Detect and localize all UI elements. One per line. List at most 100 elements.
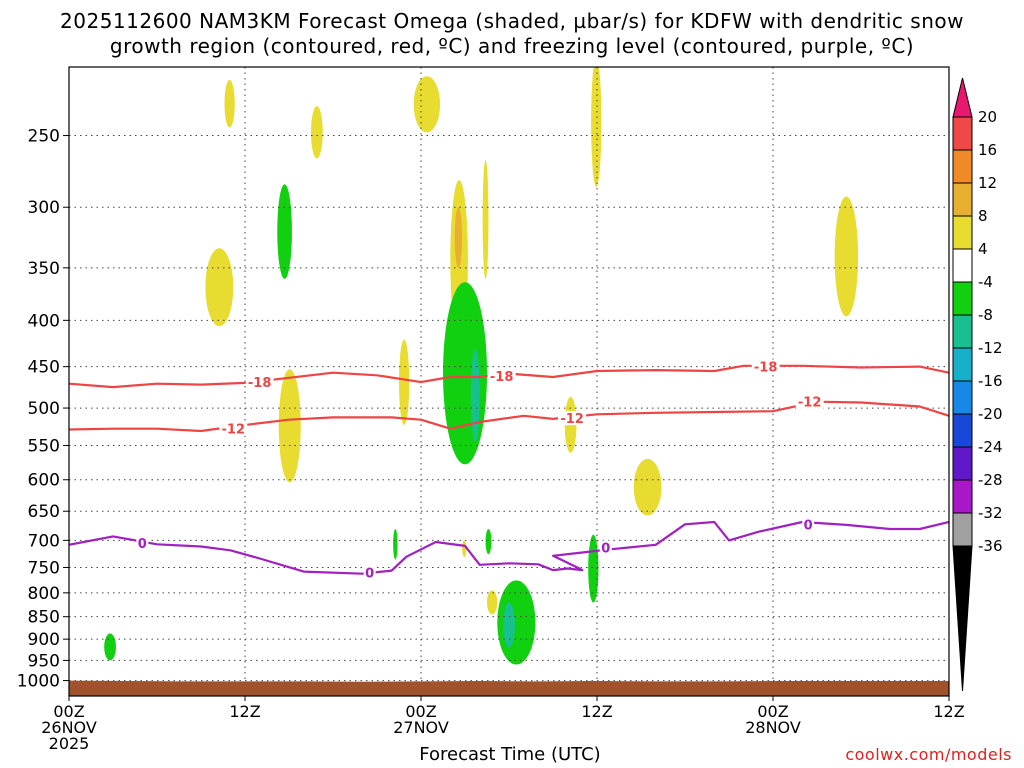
x-tick-label-2-1: 27NOV bbox=[393, 718, 449, 737]
colorbar-segment-2 bbox=[952, 149, 973, 184]
y-tick-label-650: 650 bbox=[28, 502, 60, 522]
contour-label-1-0: -12 bbox=[222, 423, 246, 438]
colorbar-label-13: -36 bbox=[978, 537, 1003, 555]
contour-label-bg-0-1 bbox=[487, 369, 516, 384]
colorbar-segment-12 bbox=[952, 479, 973, 514]
contour-line-2 bbox=[69, 520, 949, 575]
omega-region-20 bbox=[497, 580, 536, 665]
omega-region-18 bbox=[470, 348, 480, 442]
omega-region-7 bbox=[454, 207, 463, 268]
omega-region-19 bbox=[485, 528, 492, 555]
x-axis-label: Forecast Time (UTC) bbox=[419, 744, 601, 765]
omega-region-2 bbox=[205, 248, 234, 327]
omega-region-23 bbox=[104, 633, 116, 661]
omega-region-3 bbox=[278, 369, 301, 483]
contour-label-2-0: 0 bbox=[138, 537, 147, 552]
y-tick-label-700: 700 bbox=[28, 531, 60, 551]
surface-terrain bbox=[69, 680, 949, 696]
y-axis-ticks: 2503003504004505005506006507007508008509… bbox=[17, 127, 69, 692]
y-tick-label-950: 950 bbox=[28, 651, 60, 671]
y-tick-label-400: 400 bbox=[28, 311, 60, 331]
colorbar-label-9: -20 bbox=[978, 405, 1003, 423]
y-tick-label-450: 450 bbox=[28, 358, 60, 378]
contour-label-1-2: -12 bbox=[798, 396, 822, 411]
plot-frame bbox=[68, 66, 950, 697]
colorbar-label-10: -24 bbox=[978, 438, 1003, 456]
colorbar-segment-13 bbox=[952, 512, 973, 547]
colorbar-label-11: -28 bbox=[978, 471, 1003, 489]
contour-line-0 bbox=[69, 364, 949, 389]
y-tick-label-900: 900 bbox=[28, 630, 60, 650]
chart-title-line-2: growth region (contoured, red, ºC) and f… bbox=[109, 34, 915, 58]
y-tick-label-850: 850 bbox=[28, 608, 60, 628]
colorbar-bottom-arrow bbox=[952, 545, 973, 692]
colorbar-label-4: 4 bbox=[978, 240, 988, 258]
contour-label-bg-1-1 bbox=[558, 411, 587, 426]
colorbar-label-12: -32 bbox=[978, 504, 1003, 522]
y-tick-label-1000: 1000 bbox=[17, 672, 60, 692]
contour-label-bg-2-0 bbox=[136, 536, 149, 551]
contour-label-2-2: 0 bbox=[601, 542, 610, 557]
colorbar-segment-8 bbox=[952, 347, 973, 382]
x-tick-label-4-1: 28NOV bbox=[745, 718, 801, 737]
x-tick-label-5-0: 12Z bbox=[933, 702, 964, 721]
colorbar-segment-9 bbox=[952, 380, 973, 415]
omega-region-0 bbox=[224, 79, 235, 128]
omega-region-5 bbox=[413, 76, 441, 133]
omega-shading bbox=[104, 67, 859, 665]
colorbar-label-8: -16 bbox=[978, 372, 1003, 390]
chart-title-line-1: 2025112600 NAM3KM Forecast Omega (shaded… bbox=[60, 9, 964, 33]
contour-label-bg-1-0 bbox=[219, 421, 248, 436]
omega-region-4 bbox=[399, 339, 410, 425]
omega-region-1 bbox=[311, 106, 323, 159]
y-tick-label-500: 500 bbox=[28, 399, 60, 419]
y-tick-label-600: 600 bbox=[28, 471, 60, 491]
contour-label-bg-2-3 bbox=[802, 517, 815, 532]
omega-region-15 bbox=[277, 184, 292, 279]
colorbar-segment-10 bbox=[952, 413, 973, 448]
contour-label-0-0: -18 bbox=[248, 376, 272, 391]
x-tick-label-0-2: 2025 bbox=[49, 734, 90, 753]
y-tick-label-550: 550 bbox=[28, 437, 60, 457]
y-tick-label-300: 300 bbox=[28, 198, 60, 218]
omega-region-14 bbox=[487, 590, 498, 615]
omega-region-12 bbox=[834, 196, 859, 317]
y-tick-label-750: 750 bbox=[28, 558, 60, 578]
omega-region-10 bbox=[591, 67, 602, 188]
colorbar-segment-5 bbox=[952, 248, 973, 283]
colorbar-segment-6 bbox=[952, 281, 973, 316]
colorbar-label-1: 16 bbox=[978, 141, 997, 159]
omega-region-17 bbox=[443, 282, 487, 465]
contour-label-2-1: 0 bbox=[365, 567, 374, 582]
contour-label-2-3: 0 bbox=[804, 518, 813, 533]
x-tick-label-0-1: 26NOV bbox=[41, 718, 97, 737]
contour-label-bg-0-2 bbox=[751, 359, 780, 374]
contour-label-bg-2-1 bbox=[363, 565, 376, 580]
colorbar-top-arrow bbox=[952, 77, 973, 118]
y-tick-label-250: 250 bbox=[28, 127, 60, 147]
colorbar-label-6: -8 bbox=[978, 306, 993, 324]
colorbar-label-5: -4 bbox=[978, 273, 993, 291]
site-credit[interactable]: coolwx.com/models bbox=[845, 745, 1012, 764]
colorbar-label-3: 8 bbox=[978, 207, 988, 225]
colorbar-segment-4 bbox=[952, 215, 973, 250]
omega-region-13 bbox=[462, 540, 467, 557]
colorbar-segment-1 bbox=[952, 116, 973, 151]
contour-label-0-2: -18 bbox=[754, 361, 778, 376]
omega-region-21 bbox=[503, 602, 515, 648]
x-tick-label-3-0: 12Z bbox=[581, 702, 612, 721]
colorbar-label-0: 20 bbox=[978, 108, 997, 126]
colorbar-segment-11 bbox=[952, 446, 973, 481]
contour-label-1-1: -12 bbox=[560, 412, 584, 427]
contour-label-bg-2-2 bbox=[599, 540, 612, 555]
x-tick-label-0-0: 00Z bbox=[53, 702, 84, 721]
contour-label-0-1: -18 bbox=[490, 370, 514, 385]
x-tick-label-2-0: 00Z bbox=[405, 702, 436, 721]
colorbar-label-2: 12 bbox=[978, 174, 997, 192]
x-tick-label-1-0: 12Z bbox=[229, 702, 260, 721]
colorbar-label-7: -12 bbox=[978, 339, 1003, 357]
contour-label-bg-0-0 bbox=[245, 375, 274, 390]
omega-region-8 bbox=[482, 159, 489, 279]
